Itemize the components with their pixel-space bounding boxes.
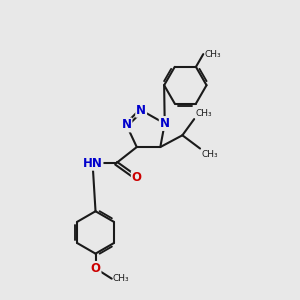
Text: HN: HN bbox=[82, 157, 103, 170]
Text: O: O bbox=[91, 262, 100, 275]
Text: CH₃: CH₃ bbox=[195, 109, 212, 118]
Text: CH₃: CH₃ bbox=[113, 274, 130, 283]
Text: N: N bbox=[122, 118, 131, 131]
Text: CH₃: CH₃ bbox=[205, 50, 221, 58]
Text: O: O bbox=[132, 172, 142, 184]
Text: CH₃: CH₃ bbox=[201, 150, 218, 159]
Text: N: N bbox=[160, 117, 170, 130]
Text: N: N bbox=[136, 104, 146, 117]
